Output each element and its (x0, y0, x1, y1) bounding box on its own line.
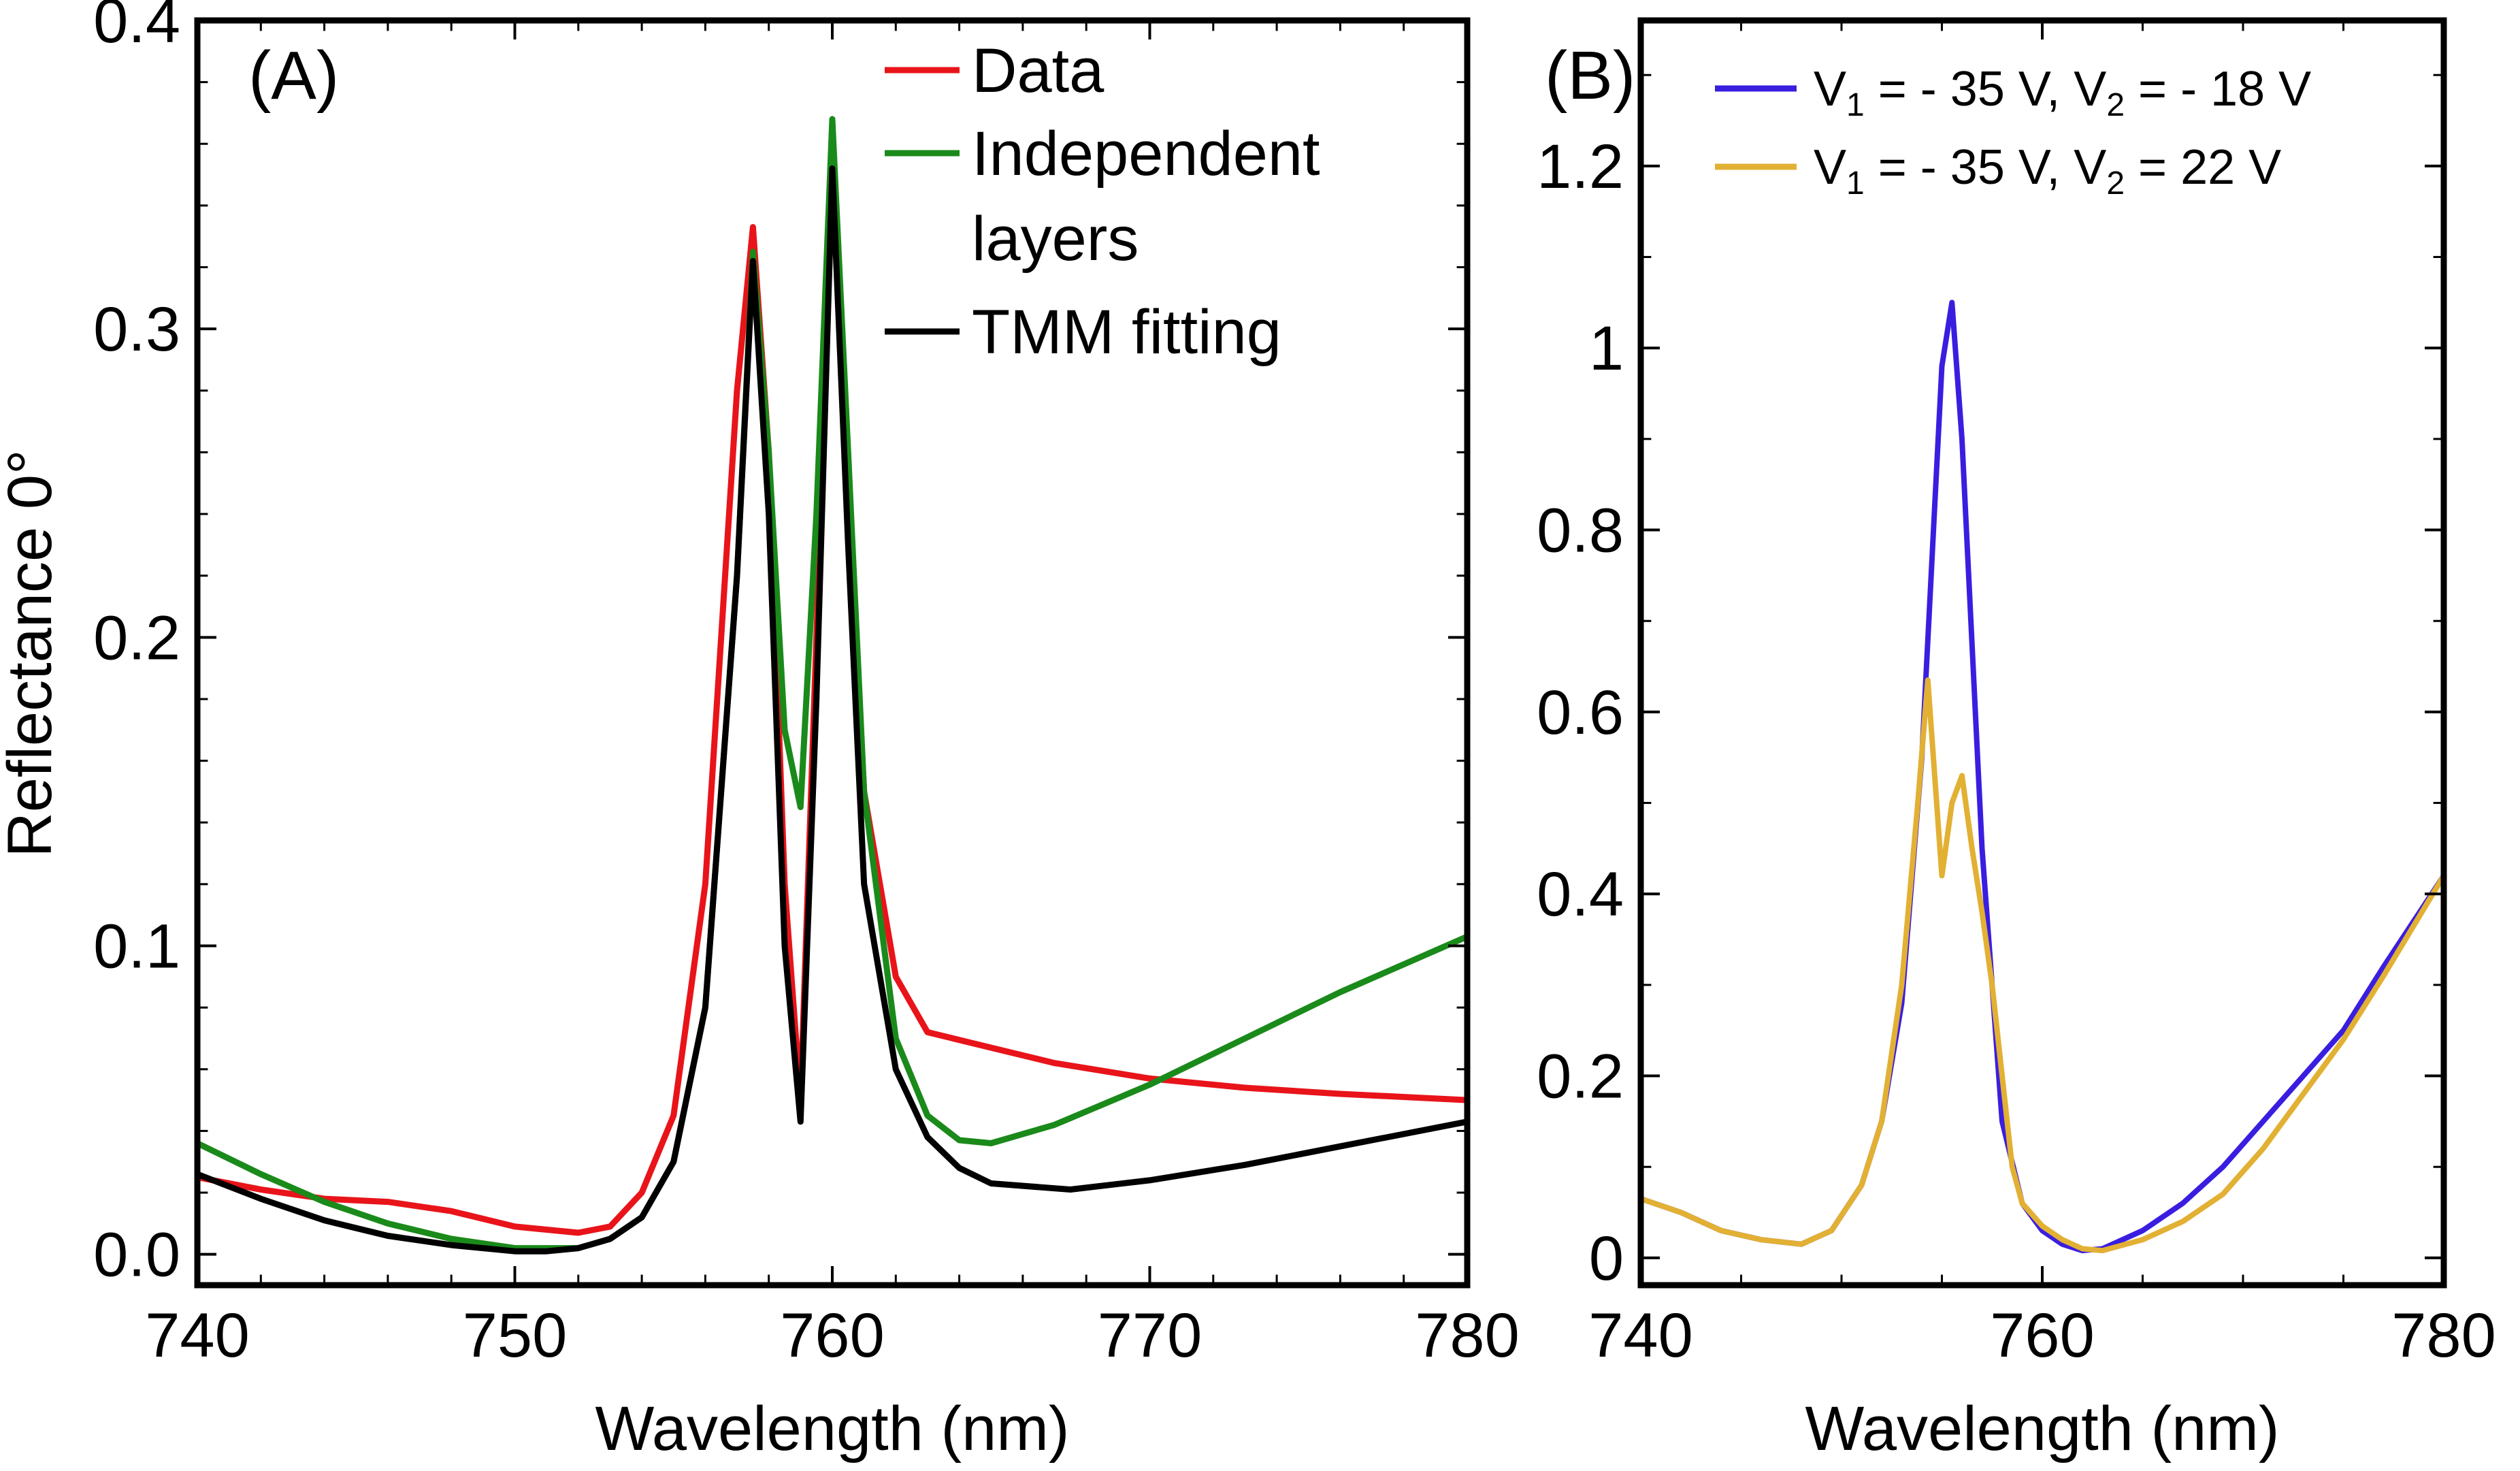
panel-b-legend: V1 = - 35 V, V2 = - 18 V V1 = - 35 V, V2… (1715, 62, 2311, 201)
x-tick-label: 740 (1588, 1301, 1693, 1370)
panel-b-ticks: 740 760 780 0 0.2 0.4 0.6 0.8 1 1.2 (1537, 20, 2496, 1370)
legend-label-v2-minus-18: V1 = - 35 V, V2 = - 18 V (1814, 62, 2311, 123)
series-line-v1-35-v-v2-22-v (1641, 677, 2444, 1254)
x-tick-label: 760 (1990, 1301, 2095, 1370)
y-tick-label: 0.2 (1537, 1042, 1624, 1112)
panel-a-ticks: 740 750 760 770 780 0.0 0.1 0.2 0.3 0.4 (93, 0, 1520, 1370)
panel-a-xlabel: Wavelength (nm) (595, 1394, 1069, 1464)
x-tick-label: 740 (145, 1301, 250, 1370)
y-tick-label: 0 (1589, 1224, 1624, 1293)
x-tick-label: 770 (1098, 1301, 1202, 1370)
panel-b-frame (1637, 17, 2447, 1289)
legend-label-data: Data (972, 36, 1104, 106)
x-tick-label: 760 (780, 1301, 885, 1370)
panel-a-ylabel: Reflectance 0° (0, 449, 65, 857)
x-tick-label: 780 (1415, 1301, 1520, 1370)
series-line-tmm-fitting (197, 165, 1467, 1255)
x-tick-label: 780 (2391, 1301, 2496, 1370)
series-line-independent-layers (197, 116, 1467, 1252)
panel-b-series (1641, 300, 2444, 1254)
y-tick-label: 1.2 (1537, 132, 1624, 201)
panel-a-legend: Data Independent layers TMM fitting (885, 36, 1320, 367)
panel-a-label: (A) (248, 37, 339, 114)
y-tick-label: 0.1 (93, 912, 180, 982)
y-tick-label: 0.2 (93, 603, 180, 673)
panel-b-xlabel: Wavelength (nm) (1805, 1394, 2279, 1464)
y-tick-label: 0.4 (93, 0, 180, 56)
legend-label-tmm-fitting: TMM fitting (972, 297, 1281, 367)
y-tick-label: 1 (1589, 314, 1624, 383)
y-tick-label: 0.8 (1537, 496, 1624, 566)
y-tick-label: 0.6 (1537, 678, 1624, 747)
y-tick-label: 0.4 (1537, 860, 1624, 929)
y-tick-label: 0.3 (93, 295, 180, 364)
panel-a: 740 750 760 770 780 0.0 0.1 0.2 0.3 0.4 (A) Wavel… (0, 0, 1520, 1464)
series-line-v1-35-v-v2-18-v (1641, 300, 2444, 1254)
x-tick-label: 750 (463, 1301, 568, 1370)
panel-b: 740 760 780 0 0.2 0.4 0.6 0.8 1 1.2 (B) Wavelengt… (1537, 17, 2496, 1464)
panel-a-series (197, 116, 1467, 1255)
legend-label-independent-layers: Independent layers (972, 119, 1320, 274)
panel-b-label: (B) (1545, 37, 1635, 114)
y-tick-label: 0.0 (93, 1221, 180, 1290)
legend-label-v2-22: V1 = - 35 V, V2 = 22 V (1814, 140, 2281, 201)
